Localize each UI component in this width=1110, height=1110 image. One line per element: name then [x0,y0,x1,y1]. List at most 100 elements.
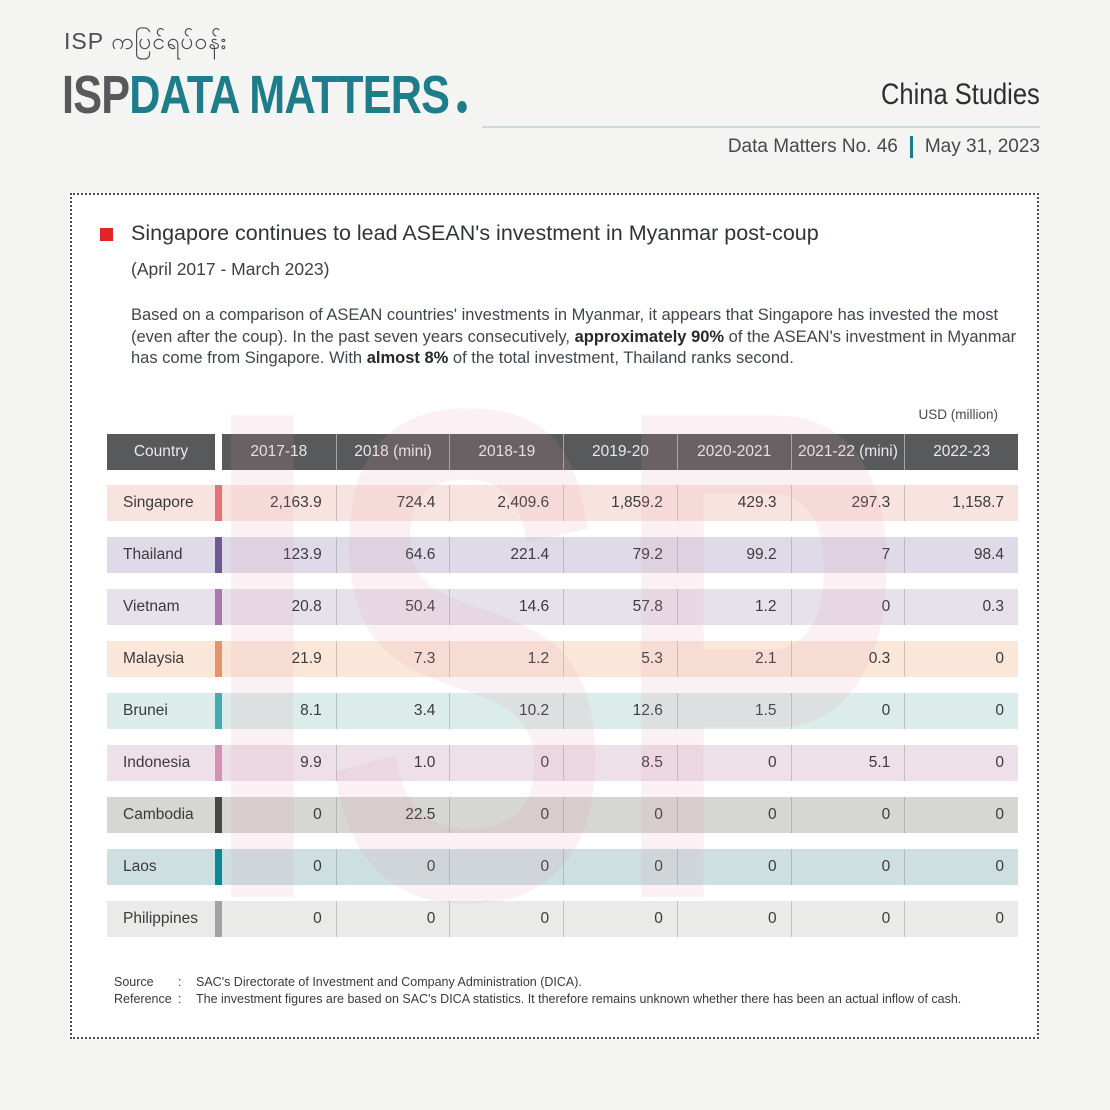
country-cell: Singapore [107,485,215,521]
value-cell: 14.6 [449,589,564,625]
program-title: China Studies [881,78,1040,111]
row-accent-bar [215,797,222,833]
table-row-malaysia: Malaysia 21.9 7.3 1.2 5.3 2.1 0.3 0 [107,641,1018,677]
value-cell: 0 [563,797,677,833]
value-cell: 0 [676,745,791,781]
paragraph-text: of the ASEAN's investment in Myanmar has… [131,327,1017,368]
value-cell: 5.1 [790,745,905,781]
reference-label: Reference [114,992,172,1006]
value-cell: 123.9 [222,537,336,573]
country-cell: Thailand [107,537,215,573]
column-header-country: Country [107,434,215,470]
brand-dot-icon [457,101,467,113]
table-row-vietnam: Vietnam 20.8 50.4 14.6 57.8 1.2 0 0.3 [107,589,1018,625]
value-cell: 0 [904,849,1018,885]
brand-logo-isp: ISP [62,65,130,125]
value-cell: 0 [335,901,450,937]
source-label: Source [114,975,154,989]
value-cell: 0 [904,641,1018,677]
column-header-2017-18: 2017-18 [222,434,336,470]
value-cell: 297.3 [790,485,905,521]
logo-burmese-text: ISP ကပြင်ရပ်ဝန်း [64,28,228,54]
value-cell: 429.3 [676,485,791,521]
country-cell: Philippines [107,901,215,937]
value-cell: 0.3 [790,641,905,677]
row-accent-bar [215,537,222,573]
value-cell: 2,163.9 [222,485,336,521]
value-cell: 98.4 [904,537,1018,573]
value-cell: 2,409.6 [449,485,564,521]
value-cell: 8.1 [222,693,336,729]
value-cell: 0.3 [904,589,1018,625]
chart-subtitle: (April 2017 - March 2023) [131,259,330,279]
value-cell: 0 [676,797,791,833]
investment-table: Country 2017-18 2018 (mini) 2018-19 2019… [107,434,1018,937]
value-cell: 0 [790,901,905,937]
table-row-thailand: Thailand 123.9 64.6 221.4 79.2 99.2 7 98.4 [107,537,1018,573]
brand-logo-data-matters: DATA MATTERS [129,65,450,125]
value-cell: 64.6 [335,537,450,573]
value-cell: 0 [222,901,336,937]
masthead-divider-line [482,126,1040,128]
title-bullet-icon [100,228,113,241]
value-cell: 12.6 [563,693,677,729]
table-row-philippines: Philippines 0 0 0 0 0 0 0 [107,901,1018,937]
value-cell: 0 [222,797,336,833]
column-header-2022-23: 2022-23 [904,434,1018,470]
row-accent-bar [215,589,222,625]
paragraph-highlight-8: almost 8% [366,349,449,367]
value-cell: 0 [790,693,905,729]
value-cell: 7.3 [335,641,450,677]
country-cell: Cambodia [107,797,215,833]
value-cell: 0 [449,745,564,781]
column-header-2021-22-mini: 2021-22 (mini) [790,434,905,470]
issue-number: Data Matters No. 46 [727,136,898,157]
row-accent-bar [215,849,222,885]
table-row-laos: Laos 0 0 0 0 0 0 0 [107,849,1018,885]
paragraph-text: Based on a comparison of ASEAN countries… [131,306,999,346]
value-cell: 0 [904,693,1018,729]
value-cell: 21.9 [222,641,336,677]
value-cell: 0 [563,849,677,885]
value-cell: 0 [790,589,905,625]
value-cell: 1,158.7 [904,485,1018,521]
value-cell: 10.2 [449,693,564,729]
value-cell: 22.5 [335,797,450,833]
country-cell: Laos [107,849,215,885]
table-row-indonesia: Indonesia 9.9 1.0 0 8.5 0 5.1 0 [107,745,1018,781]
value-cell: 0 [790,849,905,885]
reference-note: Reference : The investment figures are b… [114,992,1014,1007]
value-cell: 20.8 [222,589,336,625]
row-accent-bar [215,485,222,521]
country-cell: Brunei [107,693,215,729]
unit-label: USD (million) [918,407,998,422]
value-cell: 0 [790,797,905,833]
value-cell: 99.2 [676,537,791,573]
reference-text: The investment figures are based on SAC'… [196,992,962,1006]
source-colon: : [178,975,182,989]
table-row-brunei: Brunei 8.1 3.4 10.2 12.6 1.5 0 0 [107,693,1018,729]
content-box: Singapore continues to lead ASEAN's inve… [70,193,1039,1039]
value-cell: 1.2 [449,641,564,677]
value-cell: 0 [676,849,791,885]
value-cell: 221.4 [449,537,564,573]
value-cell: 1.0 [335,745,450,781]
value-cell: 2.1 [676,641,791,677]
country-cell: Malaysia [107,641,215,677]
value-cell: 0 [335,849,450,885]
value-cell: 0 [904,901,1018,937]
value-cell: 724.4 [335,485,450,521]
header-gap [215,434,222,470]
value-cell: 9.9 [222,745,336,781]
country-cell: Indonesia [107,745,215,781]
column-header-2020-2021: 2020-2021 [676,434,791,470]
chart-title: Singapore continues to lead ASEAN's inve… [131,221,819,245]
summary-paragraph: Based on a comparison of ASEAN countries… [131,305,1017,370]
brand-logo: ISPDATA MATTERS [62,68,467,122]
reference-colon: : [178,992,182,1006]
value-cell: 0 [449,849,564,885]
country-cell: Vietnam [107,589,215,625]
value-cell: 7 [790,537,905,573]
value-cell: 1.2 [676,589,791,625]
row-accent-bar [215,641,222,677]
